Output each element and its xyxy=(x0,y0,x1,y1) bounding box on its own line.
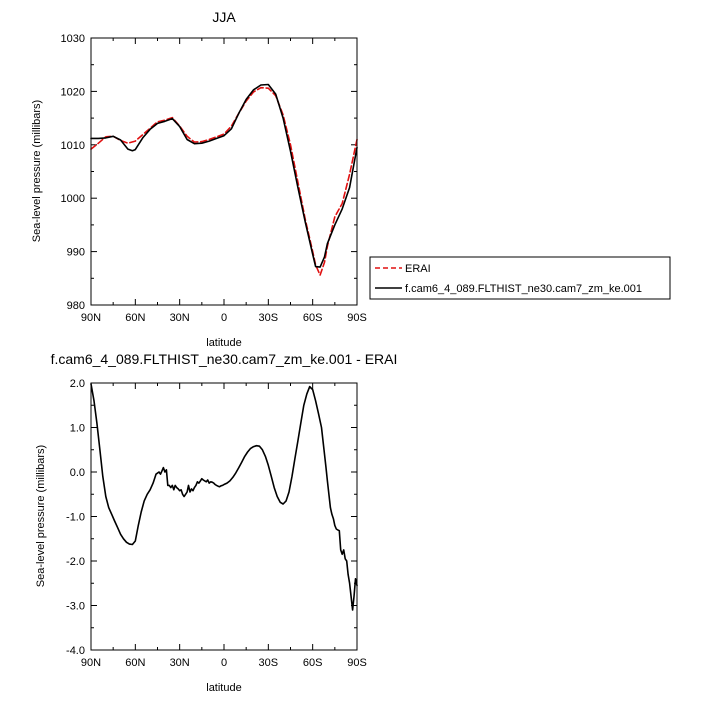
top-y-axis-label: Sea-level pressure (millibars) xyxy=(31,100,43,242)
bottom-y-tick-label: 1.0 xyxy=(70,423,85,435)
bottom-x-tick-label: 90S xyxy=(347,657,367,669)
bottom-x-tick-label: 30S xyxy=(259,657,279,669)
top-y-tick-label: 1000 xyxy=(61,193,85,205)
bottom-series-group xyxy=(90,383,358,611)
bottom-y-tick-label: -1.0 xyxy=(66,512,85,524)
top-panel: JJA 90N 60N 30N 0 30S 60S 90S 980 990 1000 1010 102… xyxy=(31,9,367,349)
top-series-group xyxy=(90,83,358,276)
legend-label-erai: ERAI xyxy=(405,263,431,275)
bottom-x-axis-label: latitude xyxy=(206,682,241,694)
bottom-y-tick-label: 2.0 xyxy=(70,378,85,390)
top-y-tick-label: 1030 xyxy=(61,33,85,45)
bottom-panel: f.cam6_4_089.FLTHIST_ne30.cam7_zm_ke.001… xyxy=(35,351,397,694)
top-x-tick-label: 90N xyxy=(81,312,101,324)
top-x-axis-label: latitude xyxy=(206,337,241,349)
top-x-tick-label: 0 xyxy=(221,312,227,324)
bottom-y-axis-label: Sea-level pressure (millibars) xyxy=(35,445,47,587)
legend: ERAI f.cam6_4_089.FLTHIST_ne30.cam7_zm_k… xyxy=(369,256,671,300)
top-x-tick-label: 30S xyxy=(259,312,279,324)
bottom-y-tick-label: -4.0 xyxy=(66,645,85,657)
top-y-tick-label: 990 xyxy=(67,247,85,259)
bottom-y-tick-label: 0.0 xyxy=(70,467,85,479)
top-x-tick-label: 90S xyxy=(347,312,367,324)
bottom-x-tick-label: 60S xyxy=(303,657,323,669)
top-chart-title: JJA xyxy=(212,9,236,25)
top-y-tick-label: 1010 xyxy=(61,140,85,152)
bottom-y-tick-label: -3.0 xyxy=(66,601,85,613)
legend-label-model: f.cam6_4_089.FLTHIST_ne30.cam7_zm_ke.001 xyxy=(405,283,642,295)
legend-box xyxy=(369,256,671,300)
bottom-plot-frame xyxy=(90,382,358,651)
bottom-y-tick-label: -2.0 xyxy=(66,556,85,568)
bottom-x-tick-label: 60N xyxy=(125,657,145,669)
top-y-tick-label: 1020 xyxy=(61,86,85,98)
top-x-tick-label: 60N xyxy=(125,312,145,324)
bottom-x-tick-label: 90N xyxy=(81,657,101,669)
top-axis-ticks: 90N 60N 30N 0 30S 60S 90S 980 990 1000 1010 1020 103… xyxy=(61,33,367,324)
bottom-axis-ticks: 90N 60N 30N 0 30S 60S 90S 2.0 1.0 0.0 -1.0 -2.0 -3.0… xyxy=(66,378,367,669)
top-x-tick-label: 30N xyxy=(170,312,190,324)
bottom-series-line-difference xyxy=(90,383,358,611)
bottom-chart-title: f.cam6_4_089.FLTHIST_ne30.cam7_zm_ke.001… xyxy=(51,351,398,367)
top-series-line-erai xyxy=(90,86,358,276)
top-y-tick-label: 980 xyxy=(67,300,85,312)
top-x-tick-label: 60S xyxy=(303,312,323,324)
bottom-x-tick-label: 0 xyxy=(221,657,227,669)
bottom-x-tick-label: 30N xyxy=(170,657,190,669)
top-series-line-model xyxy=(90,83,358,268)
top-plot-frame xyxy=(90,37,358,306)
